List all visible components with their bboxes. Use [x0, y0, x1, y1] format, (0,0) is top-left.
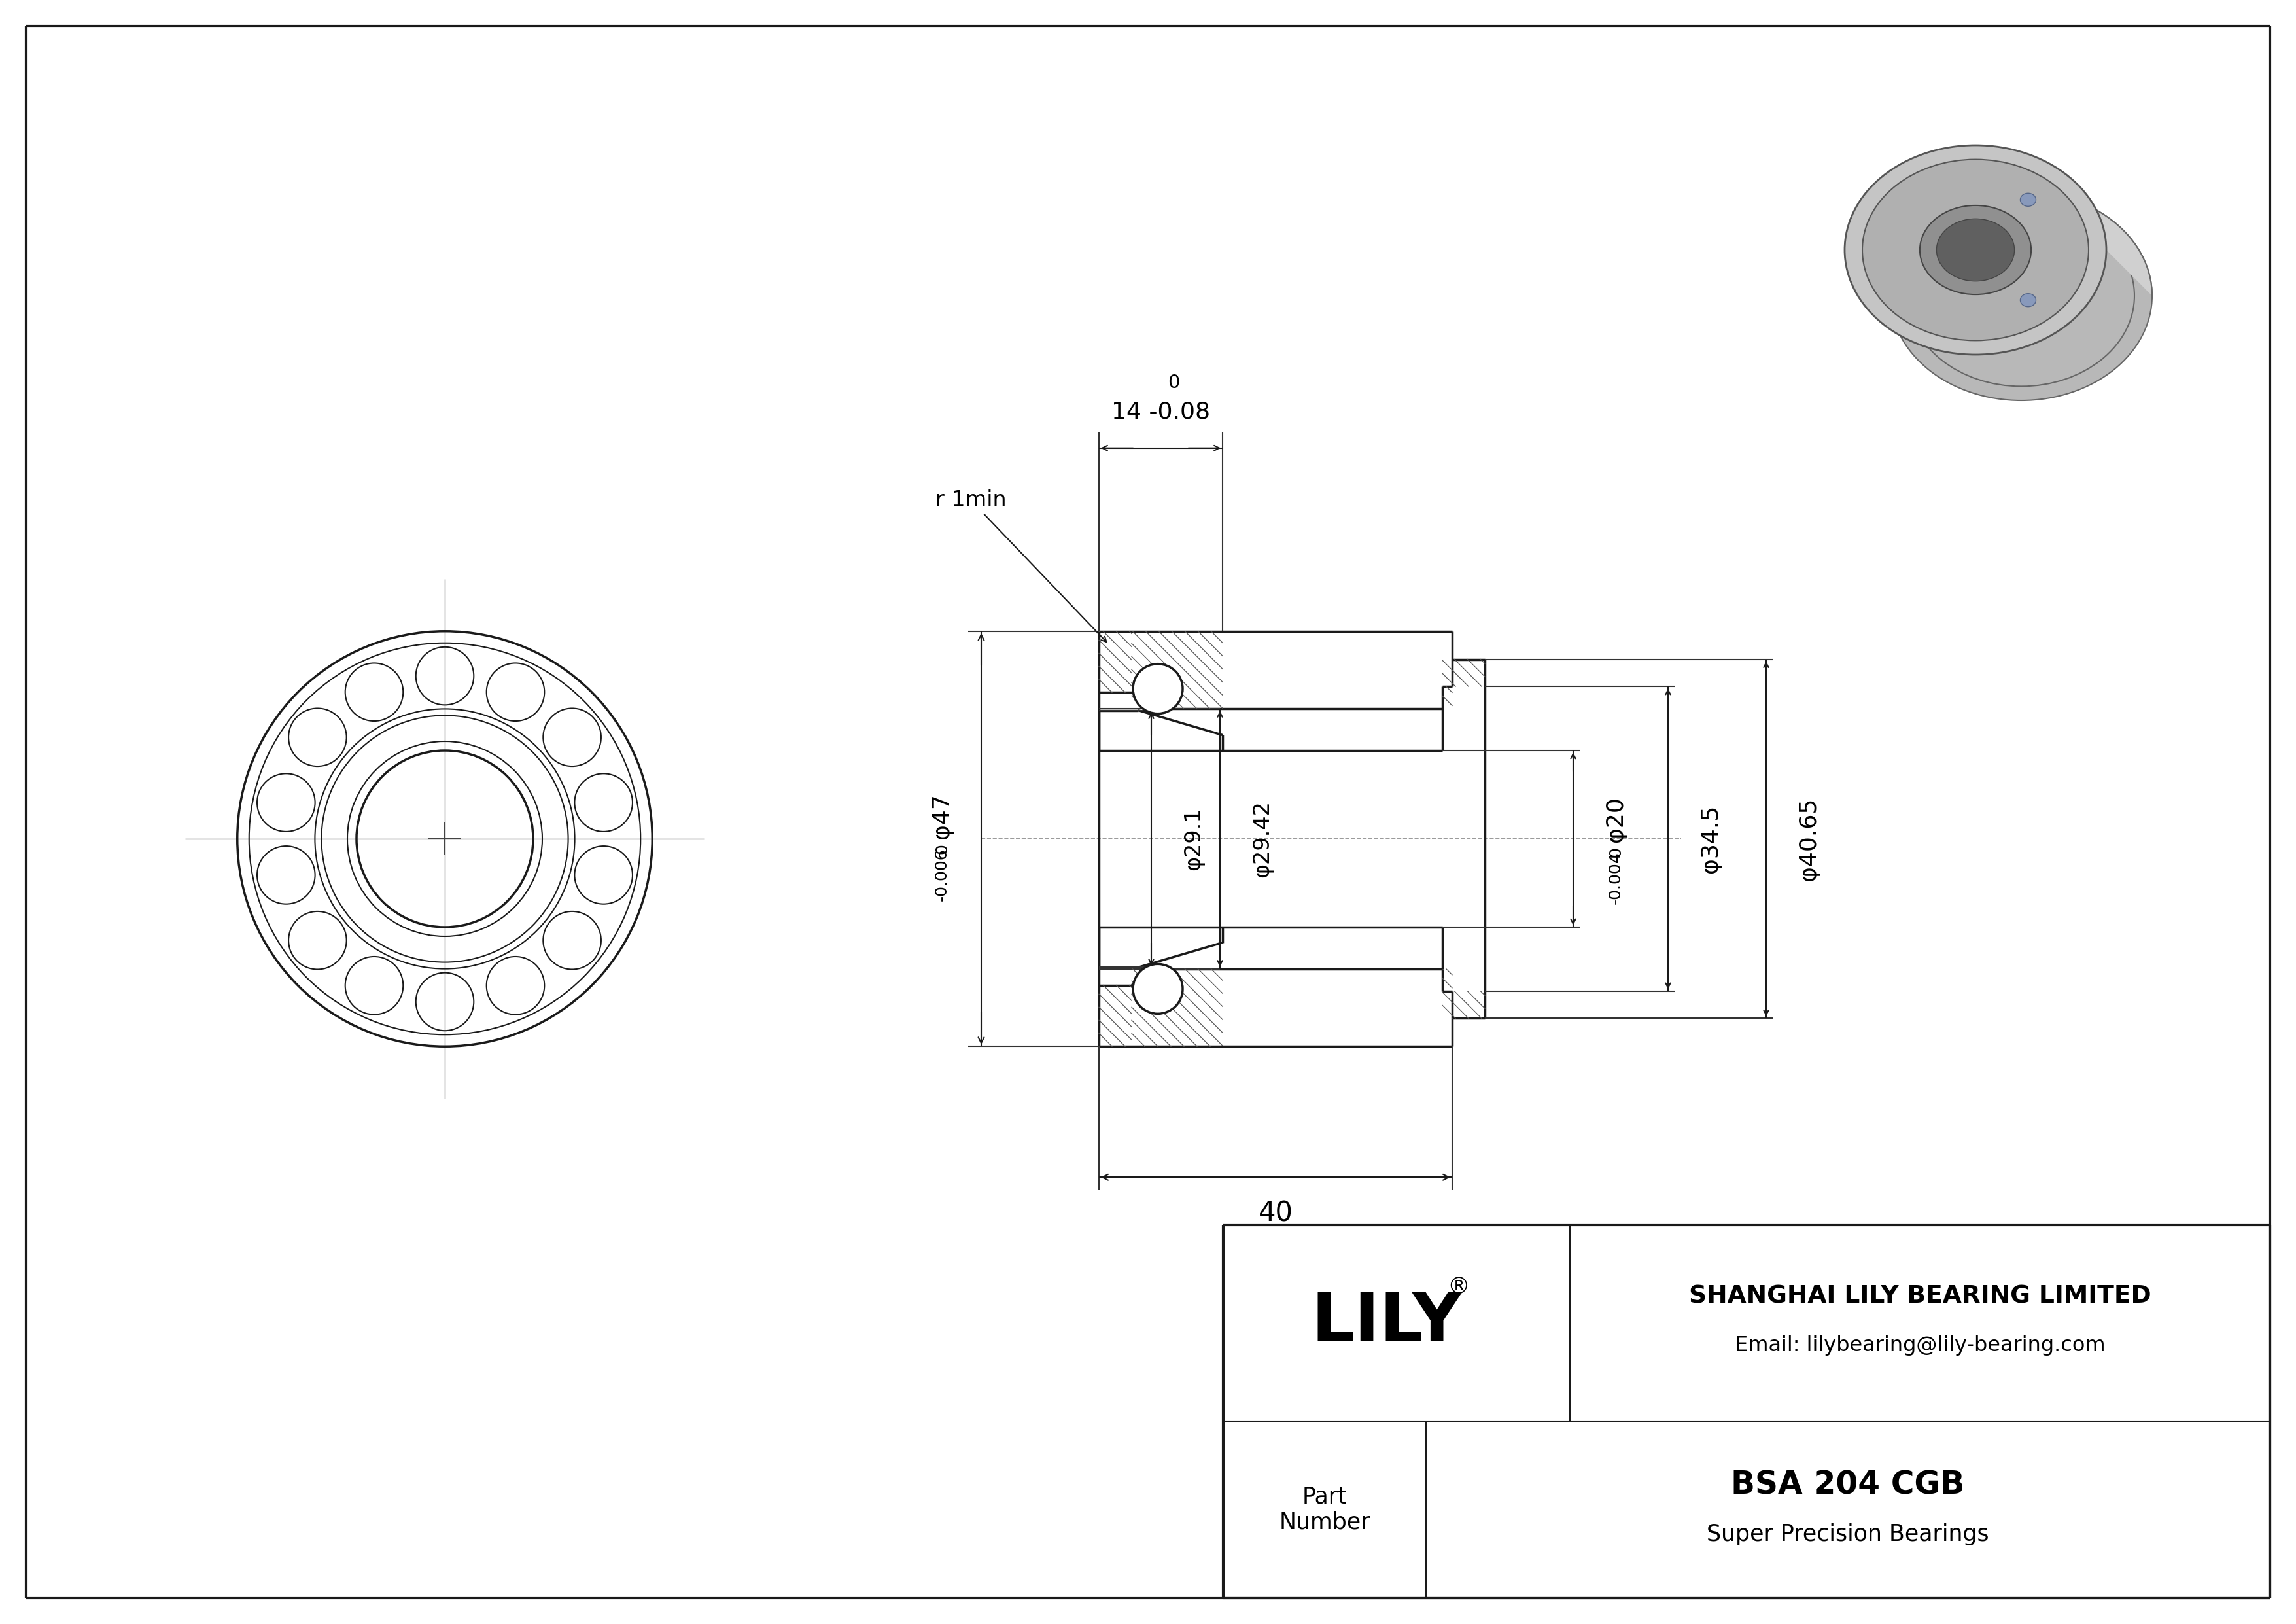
Text: φ34.5: φ34.5: [1699, 804, 1722, 874]
Text: 0: 0: [1169, 374, 1180, 391]
Circle shape: [1132, 965, 1182, 1013]
Text: ®: ®: [1446, 1276, 1469, 1298]
Ellipse shape: [2020, 294, 2037, 307]
Text: r 1min: r 1min: [934, 489, 1107, 641]
Ellipse shape: [1844, 145, 2105, 354]
Ellipse shape: [2020, 193, 2037, 206]
Text: φ40.65: φ40.65: [1798, 797, 1821, 880]
Text: SHANGHAI LILY BEARING LIMITED: SHANGHAI LILY BEARING LIMITED: [1690, 1285, 2151, 1309]
Text: φ29.42: φ29.42: [1251, 801, 1274, 877]
Ellipse shape: [1919, 205, 2032, 294]
Ellipse shape: [1936, 219, 2014, 281]
Text: φ29.1: φ29.1: [1182, 807, 1205, 870]
Text: Part
Number: Part Number: [1279, 1486, 1371, 1533]
Circle shape: [1132, 664, 1182, 713]
Text: 0: 0: [1607, 846, 1623, 857]
Text: LILY: LILY: [1311, 1289, 1463, 1356]
Text: Super Precision Bearings: Super Precision Bearings: [1706, 1523, 1988, 1546]
Text: Email: lilybearing@lily-bearing.com: Email: lilybearing@lily-bearing.com: [1733, 1337, 2105, 1356]
Ellipse shape: [1862, 159, 2089, 341]
Text: -0.006: -0.006: [934, 848, 951, 901]
Text: BSA 204 CGB: BSA 204 CGB: [1731, 1470, 1965, 1501]
Text: 14 -0.08: 14 -0.08: [1111, 401, 1210, 424]
Text: φ47: φ47: [930, 793, 953, 838]
Text: -0.004: -0.004: [1607, 851, 1623, 905]
Text: 0: 0: [934, 843, 951, 854]
Ellipse shape: [1890, 192, 2151, 401]
Polygon shape: [1844, 145, 2151, 296]
Text: 40: 40: [1258, 1200, 1293, 1228]
Text: φ20: φ20: [1605, 796, 1628, 843]
